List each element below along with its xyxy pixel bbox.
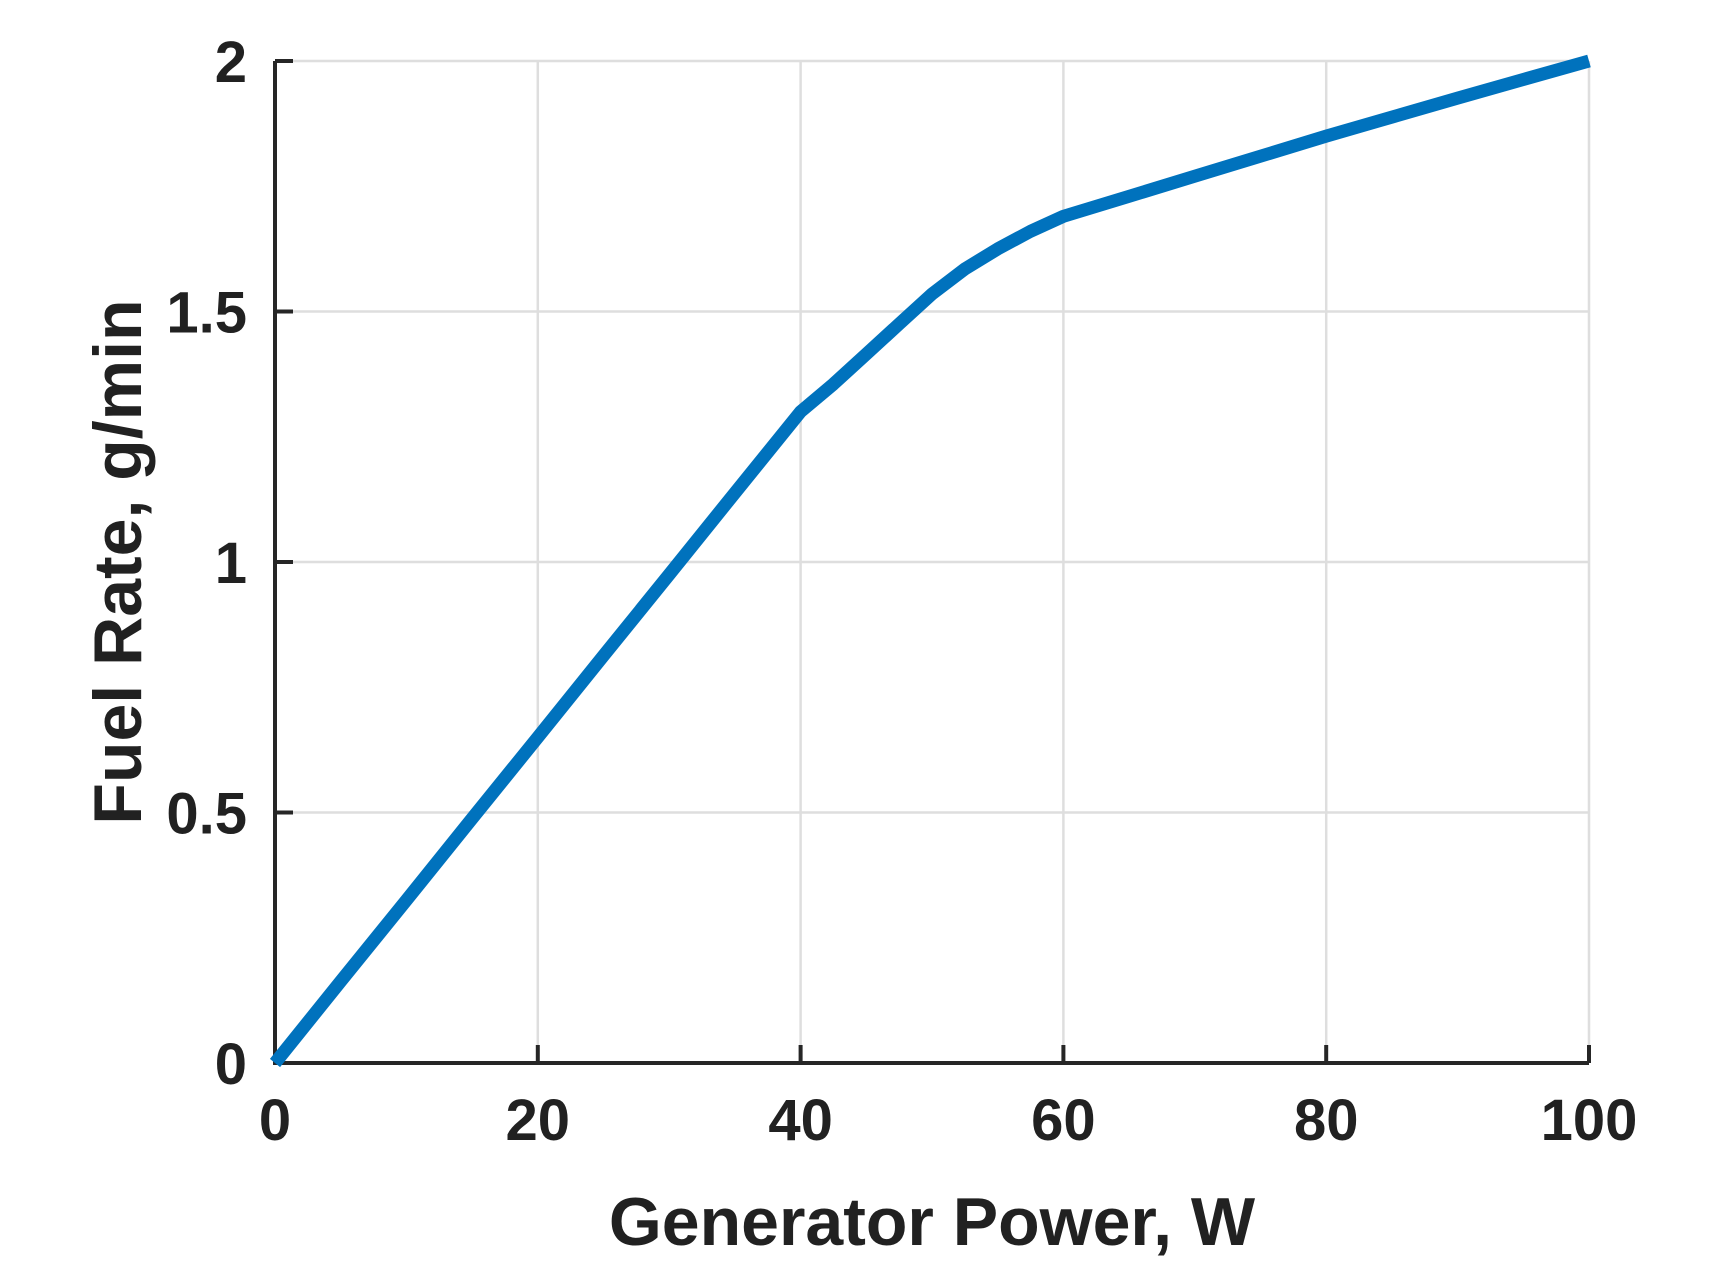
- y-axis-label: Fuel Rate, g/min: [80, 299, 156, 824]
- y-tick-label: 0: [215, 1032, 247, 1097]
- x-tick-label: 80: [1294, 1088, 1359, 1153]
- y-tick-label: 0.5: [166, 782, 247, 847]
- y-tick-label: 1.5: [166, 281, 247, 346]
- y-tick-label: 2: [215, 30, 247, 95]
- y-tick-labels: 0 0.5 1 1.5 2: [166, 30, 247, 1097]
- x-tick-label: 100: [1541, 1088, 1638, 1153]
- x-tick-label: 40: [768, 1088, 833, 1153]
- x-axis-label: Generator Power, W: [609, 1184, 1256, 1260]
- x-tick-label: 0: [259, 1088, 291, 1153]
- gridlines: [273, 59, 1591, 1065]
- x-tick-label: 20: [506, 1088, 571, 1153]
- x-tick-label: 60: [1031, 1088, 1096, 1153]
- x-tick-labels: 0 20 40 60 80 100: [259, 1088, 1638, 1153]
- fuel-rate-curve: [269, 54, 1591, 1068]
- y-tick-label: 1: [215, 531, 247, 596]
